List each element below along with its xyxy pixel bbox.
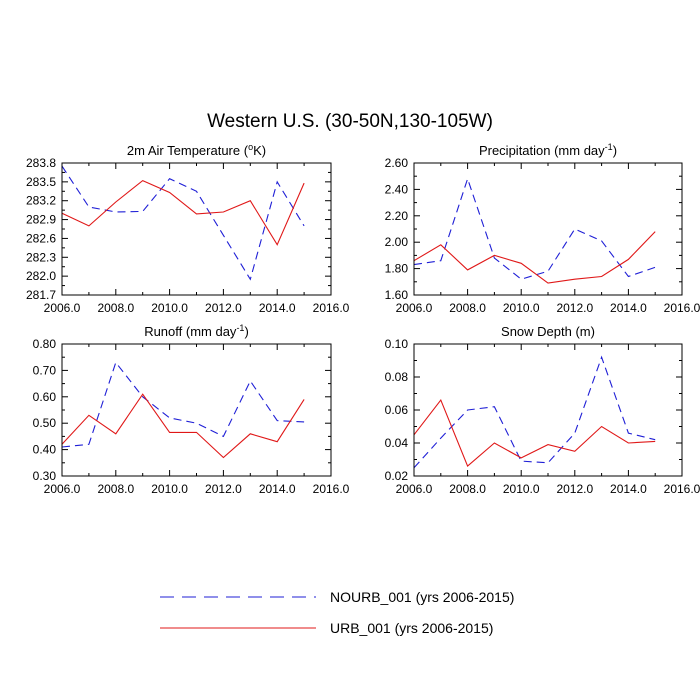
x-tick-label: 2014.0 (259, 482, 296, 496)
y-tick-label: 2.40 (385, 182, 409, 196)
x-tick-label: 2012.0 (205, 482, 242, 496)
y-tick-label: 0.04 (385, 436, 409, 450)
y-tick-label: 0.40 (33, 443, 57, 457)
y-tick-label: 282.0 (26, 269, 56, 283)
panel-title: Precipitation (mm day-1) (479, 142, 617, 158)
x-tick-label: 2016.0 (664, 482, 700, 496)
series-line-urb-001 (413, 231, 656, 284)
x-tick-label: 2016.0 (313, 482, 350, 496)
x-tick-label: 2006.0 (396, 482, 433, 496)
x-tick-label: 2016.0 (664, 301, 700, 315)
x-tick-label: 2006.0 (44, 301, 81, 315)
y-tick-label: 282.3 (26, 250, 56, 264)
chart-panel-3: Runoff (mm day-1) 2006.0 2008.0 2010.0 2012.… (33, 323, 350, 496)
y-tick-label: 2.20 (385, 209, 409, 223)
y-tick-label: 0.70 (33, 363, 57, 377)
y-tick-label: 0.10 (385, 337, 409, 351)
chart-panel-4: Snow Depth (m) 2006.0 2008.0 2010.0 2012.0 20… (385, 324, 700, 496)
series-line-nourb-001 (413, 177, 656, 280)
y-tick-label: 282.6 (26, 231, 56, 245)
y-tick-label: 283.2 (26, 194, 56, 208)
series-line-nourb-001 (413, 355, 656, 469)
y-tick-label: 2.00 (385, 235, 409, 249)
legend: NOURB_001 (yrs 2006-2015) URB_001 (yrs 20… (160, 589, 514, 636)
x-tick-label: 2006.0 (44, 482, 81, 496)
plot-frame (61, 162, 332, 296)
y-tick-label: 1.80 (385, 262, 409, 276)
y-tick-label: 1.60 (385, 288, 409, 302)
y-tick-label: 0.06 (385, 403, 409, 417)
x-tick-label: 2016.0 (313, 301, 350, 315)
x-tick-label: 2012.0 (205, 301, 242, 315)
y-tick-label: 0.30 (33, 469, 57, 483)
x-tick-label: 2014.0 (610, 301, 647, 315)
y-tick-label: 0.60 (33, 390, 57, 404)
plot-frame (61, 343, 332, 477)
plot-frame (413, 343, 683, 477)
x-tick-label: 2010.0 (503, 482, 540, 496)
legend-label: NOURB_001 (yrs 2006-2015) (330, 589, 514, 605)
y-tick-label: 283.5 (26, 175, 56, 189)
x-tick-label: 2008.0 (449, 482, 486, 496)
panel-title: Snow Depth (m) (501, 324, 595, 339)
x-tick-label: 2010.0 (151, 301, 188, 315)
x-tick-label: 2006.0 (396, 301, 433, 315)
figure-title: Western U.S. (30-50N,130-105W) (207, 111, 493, 132)
x-tick-label: 2010.0 (151, 482, 188, 496)
y-tick-label: 283.8 (26, 156, 56, 170)
y-tick-label: 0.08 (385, 370, 409, 384)
x-tick-label: 2012.0 (556, 482, 593, 496)
x-tick-label: 2008.0 (449, 301, 486, 315)
x-tick-label: 2012.0 (556, 301, 593, 315)
series-line-urb-001 (413, 399, 656, 468)
series-line-nourb-001 (61, 361, 305, 448)
plot-frame (413, 162, 683, 296)
series-line-urb-001 (61, 393, 305, 459)
x-tick-label: 2008.0 (97, 482, 134, 496)
x-tick-label: 2008.0 (97, 301, 134, 315)
chart-panel-2: Precipitation (mm day-1) 2006.0 2008.0 2010… (385, 142, 700, 315)
y-tick-label: 2.60 (385, 156, 409, 170)
series-line-urb-001 (61, 179, 305, 246)
y-tick-label: 282.9 (26, 213, 56, 227)
panel-title: Runoff (mm day-1) (144, 323, 249, 339)
chart-panel-1: 2m Air Temperature (oK) 2006.0 2008.0 2010.… (26, 142, 350, 315)
y-tick-label: 0.02 (385, 469, 409, 483)
y-tick-label: 281.7 (26, 288, 56, 302)
panel-title: 2m Air Temperature (oK) (127, 142, 266, 158)
x-tick-label: 2010.0 (503, 301, 540, 315)
y-tick-label: 0.50 (33, 416, 57, 430)
legend-label: URB_001 (yrs 2006-2015) (330, 620, 493, 636)
y-tick-label: 0.80 (33, 337, 57, 351)
x-tick-label: 2014.0 (259, 301, 296, 315)
series-line-nourb-001 (61, 165, 305, 281)
x-tick-label: 2014.0 (610, 482, 647, 496)
